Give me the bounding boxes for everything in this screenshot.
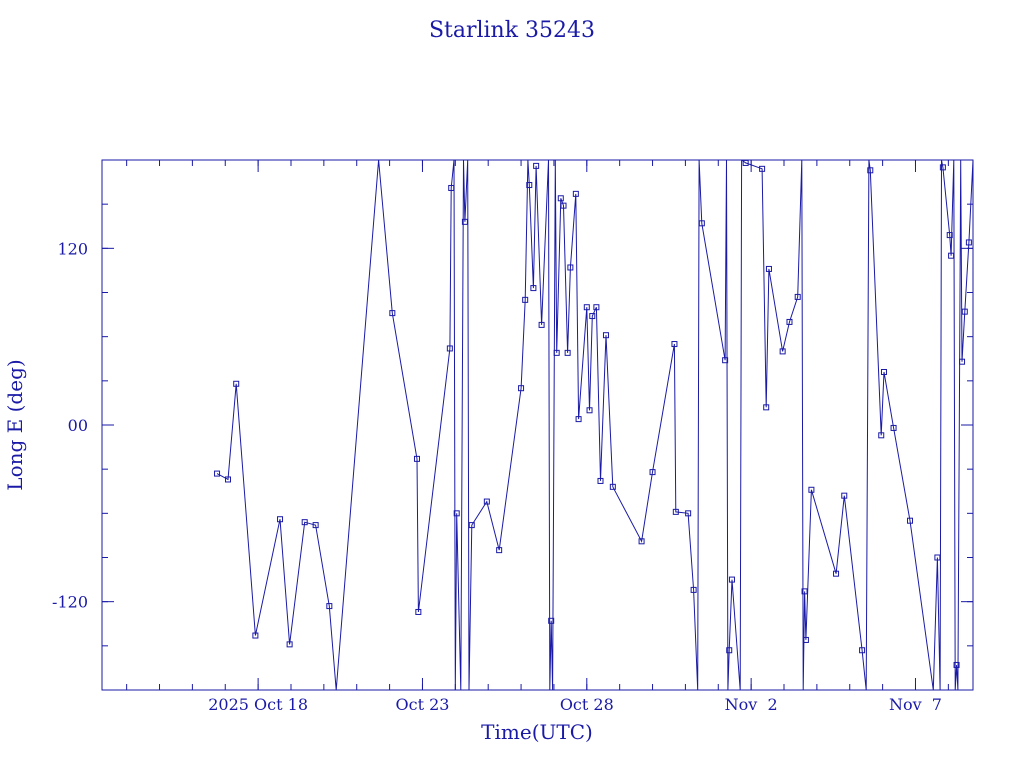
data-point: [586, 407, 593, 414]
data-point: [808, 486, 815, 493]
data-point: [446, 345, 453, 352]
data-point: [859, 647, 866, 654]
data-point: [763, 404, 770, 411]
data-point: [233, 380, 240, 387]
data-point: [671, 341, 678, 348]
data-point: [593, 304, 600, 311]
data-point: [959, 358, 966, 365]
data-point: [726, 647, 733, 654]
data-point: [448, 184, 455, 191]
data-point: [415, 608, 422, 615]
data-point: [802, 636, 809, 643]
data-point: [939, 164, 946, 171]
data-point: [453, 510, 460, 517]
data-point: [779, 348, 786, 355]
data-point: [572, 190, 579, 197]
data-point: [602, 332, 609, 339]
data-point: [961, 308, 968, 315]
data-point: [560, 202, 567, 209]
data-point: [224, 476, 231, 483]
data-point: [965, 239, 972, 246]
data-point: [518, 385, 525, 392]
data-point: [948, 252, 955, 259]
series-line: [216, 160, 973, 690]
data-point: [326, 603, 333, 610]
x-tick-label: Oct 28: [560, 695, 614, 714]
data-point: [953, 661, 960, 668]
data-point: [548, 617, 555, 624]
data-point: [907, 517, 914, 524]
data-point: [841, 492, 848, 499]
data-point: [389, 310, 396, 317]
x-tick-label: 2025 Oct 18: [208, 695, 308, 714]
data-point: [522, 296, 529, 303]
y-tick-label: 00: [68, 416, 88, 435]
data-point: [214, 470, 221, 477]
data-point: [533, 162, 540, 169]
data-point: [946, 232, 953, 239]
data-point: [252, 632, 259, 639]
data-point: [890, 424, 897, 431]
data-point: [934, 554, 941, 561]
y-axis-label: Long E (deg): [3, 359, 27, 490]
data-point: [413, 455, 420, 462]
data-point: [742, 159, 749, 166]
data-point: [575, 416, 582, 423]
data-point: [483, 498, 490, 505]
plot-area: 120 00 -120 2025 Oct 18 Oct 23 Oct 28 Nov 2 Nov…: [52, 159, 974, 714]
data-point: [286, 641, 293, 648]
data-point: [468, 522, 475, 529]
data-point: [759, 165, 766, 172]
data-point: [867, 167, 874, 174]
data-point: [765, 265, 772, 272]
data-point: [649, 469, 656, 476]
data-point: [553, 349, 560, 356]
data-point: [564, 349, 571, 356]
data-point: [801, 588, 808, 595]
data-point: [672, 508, 679, 515]
data-point: [786, 318, 793, 325]
data-point: [833, 570, 840, 577]
data-point: [301, 519, 308, 526]
x-tick-label: Nov 7: [889, 695, 942, 714]
data-point: [589, 313, 596, 320]
data-point: [312, 522, 319, 529]
data-point: [690, 586, 697, 593]
y-tick-label: 120: [57, 239, 88, 258]
data-point: [567, 264, 574, 271]
data-point: [722, 357, 729, 364]
x-axis-label: Time(UTC): [481, 720, 593, 744]
data-point: [583, 304, 590, 311]
data-point: [878, 432, 885, 439]
data-point: [526, 182, 533, 189]
chart-title: Starlink 35243: [429, 18, 595, 43]
data-point: [880, 369, 887, 375]
data-point: [597, 477, 604, 484]
data-point: [538, 321, 545, 328]
data-point: [685, 510, 692, 517]
data-point: [728, 576, 735, 583]
x-tick-label: Nov 2: [725, 695, 778, 714]
data-point: [609, 483, 616, 490]
data-point: [557, 195, 564, 202]
data-point: [461, 218, 468, 225]
data-point: [496, 547, 503, 554]
data-point: [638, 538, 645, 545]
data-point: [698, 220, 705, 227]
x-tick-label: Oct 23: [395, 695, 449, 714]
y-tick-label: -120: [52, 593, 88, 612]
data-point: [277, 516, 284, 523]
data-point: [794, 293, 801, 300]
data-point: [530, 285, 537, 292]
